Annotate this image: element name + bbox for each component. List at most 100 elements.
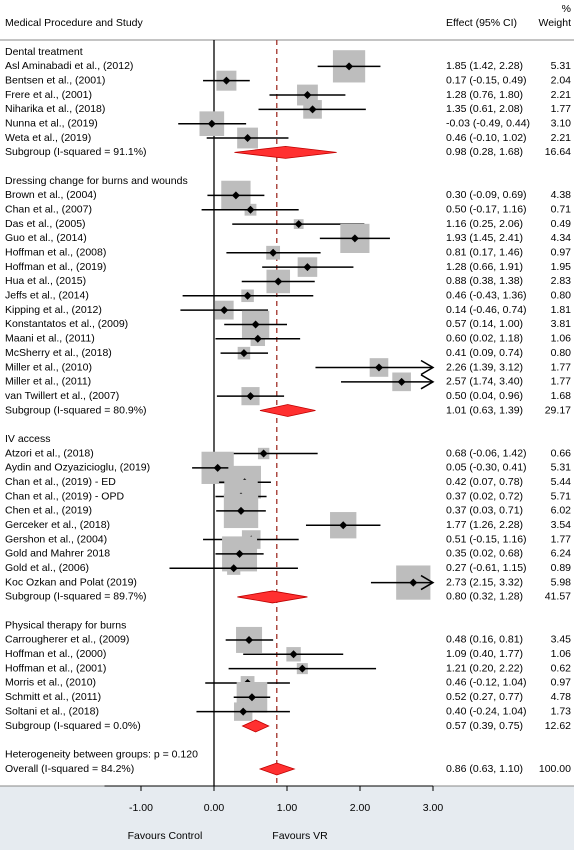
weight: 1.68 (551, 390, 572, 402)
x-tick-label: 1.00 (277, 802, 298, 814)
weight: 5.44 (551, 476, 572, 488)
point-estimate (235, 549, 244, 558)
study-name: McSherry et al., (2018) (5, 347, 112, 359)
weight: 1.06 (551, 648, 572, 660)
group-name: IV access (5, 433, 51, 445)
study-name: Aydin and Ozyazicioglu, (2019) (5, 462, 150, 474)
effect-ci: 0.98 (0.28, 1.68) (446, 146, 523, 158)
column-header: Medical Procedure and Study (5, 17, 143, 29)
point-estimate (243, 134, 252, 143)
point-estimate (345, 62, 354, 71)
point-estimate (269, 248, 278, 257)
group-name: Dental treatment (5, 46, 83, 58)
effect-ci: 0.50 (-0.17, 1.16) (446, 204, 527, 216)
pooled-diamond (237, 590, 308, 604)
effect-ci: 0.35 (0.02, 0.68) (446, 548, 523, 560)
pooled-diamond (258, 762, 296, 776)
weight: 41.57 (545, 591, 571, 603)
point-estimate (243, 291, 252, 300)
effect-ci: 0.68 (-0.06, 1.42) (446, 447, 527, 459)
effect-ci: 0.88 (0.38, 1.38) (446, 275, 523, 287)
point-estimate (239, 349, 248, 358)
effect-ci: 0.41 (0.09, 0.74) (446, 347, 523, 359)
weight: 100.00 (539, 763, 571, 775)
point-estimate (274, 277, 283, 286)
study-name: Subgroup (I-squared = 91.1%) (5, 146, 147, 158)
study-name: Chan et al., (2019) - ED (5, 476, 116, 488)
study-name: Frere et al., (2001) (5, 89, 92, 101)
effect-ci: 1.77 (1.26, 2.28) (446, 519, 523, 531)
x-tick-label: 0.00 (204, 802, 225, 814)
effect-ci: 2.26 (1.39, 3.12) (446, 361, 523, 373)
study-name: Maani et al., (2011) (5, 333, 95, 345)
point-estimate (298, 664, 307, 673)
point-estimate (259, 449, 268, 458)
point-estimate (251, 320, 260, 329)
x-tick-label: 2.00 (350, 802, 371, 814)
effect-ci: 1.28 (0.66, 1.91) (446, 261, 523, 273)
effect-ci: 1.16 (0.25, 2.06) (446, 218, 523, 230)
weight: 3.81 (551, 318, 572, 330)
point-estimate (231, 191, 240, 200)
weight: 1.95 (551, 261, 572, 273)
point-estimate (397, 377, 406, 386)
study-name: Chan et al., (2019) - OPD (5, 490, 124, 502)
weight: 1.77 (551, 361, 572, 373)
point-estimate (289, 650, 298, 659)
effect-ci: 0.46 (-0.43, 1.36) (446, 290, 527, 302)
effect-ci: 0.86 (0.63, 1.10) (446, 763, 523, 775)
study-name: Brown et al., (2004) (5, 189, 97, 201)
effect-ci: 0.60 (0.02, 1.18) (446, 333, 523, 345)
study-name: Hoffman et al., (2000) (5, 648, 106, 660)
study-name: Hoffman et al., (2019) (5, 261, 106, 273)
effect-ci: 1.85 (1.42, 2.28) (446, 60, 523, 72)
ci-arrow (420, 574, 435, 591)
point-estimate (350, 234, 359, 243)
effect-ci: 0.14 (-0.46, 0.74) (446, 304, 527, 316)
study-name: Gold and Mahrer 2018 (5, 548, 110, 560)
weight: 1.81 (551, 304, 572, 316)
point-estimate (303, 263, 312, 272)
column-header: Weight (539, 17, 572, 29)
weight: 6.24 (551, 548, 572, 560)
weight: 3.54 (551, 519, 572, 531)
point-estimate (245, 635, 254, 644)
study-name: Subgroup (I-squared = 0.0%) (5, 720, 141, 732)
weight: 4.78 (551, 691, 572, 703)
effect-ci: 0.48 (0.16, 0.81) (446, 634, 523, 646)
effect-ci: 0.46 (-0.10, 1.02) (446, 132, 527, 144)
effect-ci: 0.17 (-0.15, 0.49) (446, 74, 527, 86)
point-estimate (220, 306, 229, 315)
weight: 4.34 (551, 232, 572, 244)
favours-label: Favours Control (128, 830, 203, 842)
study-name: Guo et al., (2014) (5, 232, 87, 244)
study-name: Bentsen et al., (2001) (5, 74, 105, 86)
effect-ci: 0.37 (0.02, 0.72) (446, 490, 523, 502)
weight: 1.77 (551, 533, 572, 545)
point-estimate (303, 91, 312, 100)
column-header: % (562, 3, 571, 15)
weight: 5.71 (551, 490, 572, 502)
effect-ci: 0.37 (0.03, 0.71) (446, 505, 523, 517)
weight: 16.64 (545, 146, 571, 158)
weight: 0.89 (551, 562, 572, 574)
study-name: Atzori et al., (2018) (5, 447, 94, 459)
study-name: Gershon et al., (2004) (5, 533, 107, 545)
study-name: Soltani et al., (2018) (5, 705, 99, 717)
weight: 2.21 (551, 89, 572, 101)
weight: 5.31 (551, 462, 572, 474)
effect-ci: 0.80 (0.32, 1.28) (446, 591, 523, 603)
weight: 1.77 (551, 103, 572, 115)
effect-ci: 0.46 (-0.12, 1.04) (446, 677, 527, 689)
effect-ci: 0.05 (-0.30, 0.41) (446, 462, 527, 474)
point-estimate (239, 707, 248, 716)
weight: 0.62 (551, 662, 572, 674)
point-estimate (294, 220, 303, 229)
study-name: Chen et al., (2019) (5, 505, 92, 517)
weight: 0.80 (551, 347, 572, 359)
group-name: Physical therapy for burns (5, 619, 126, 631)
weight: 0.49 (551, 218, 572, 230)
weight: 2.21 (551, 132, 572, 144)
effect-ci: 2.73 (2.15, 3.32) (446, 576, 523, 588)
